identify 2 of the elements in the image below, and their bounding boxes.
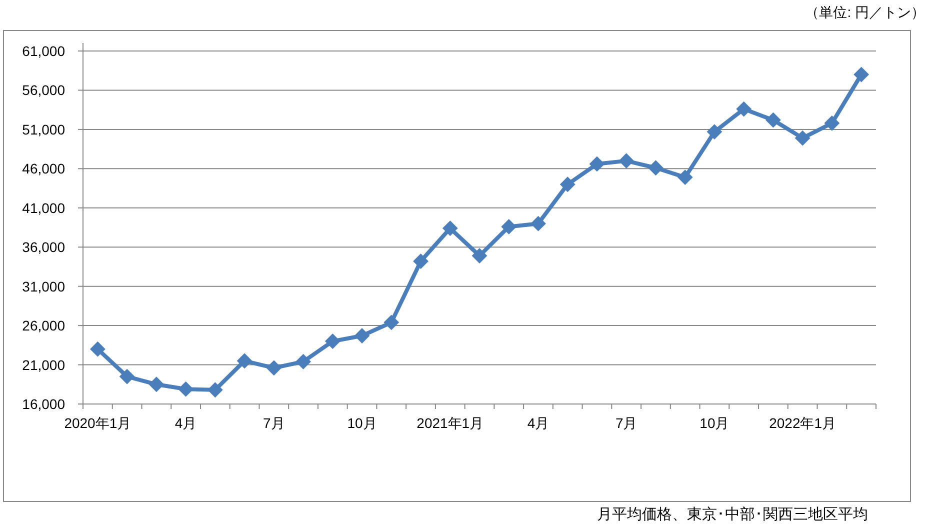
annotation: （単位: 円／トン） xyxy=(805,4,925,20)
annotation: 月平均価格、東京･中部･関西三地区平均 xyxy=(597,506,868,523)
